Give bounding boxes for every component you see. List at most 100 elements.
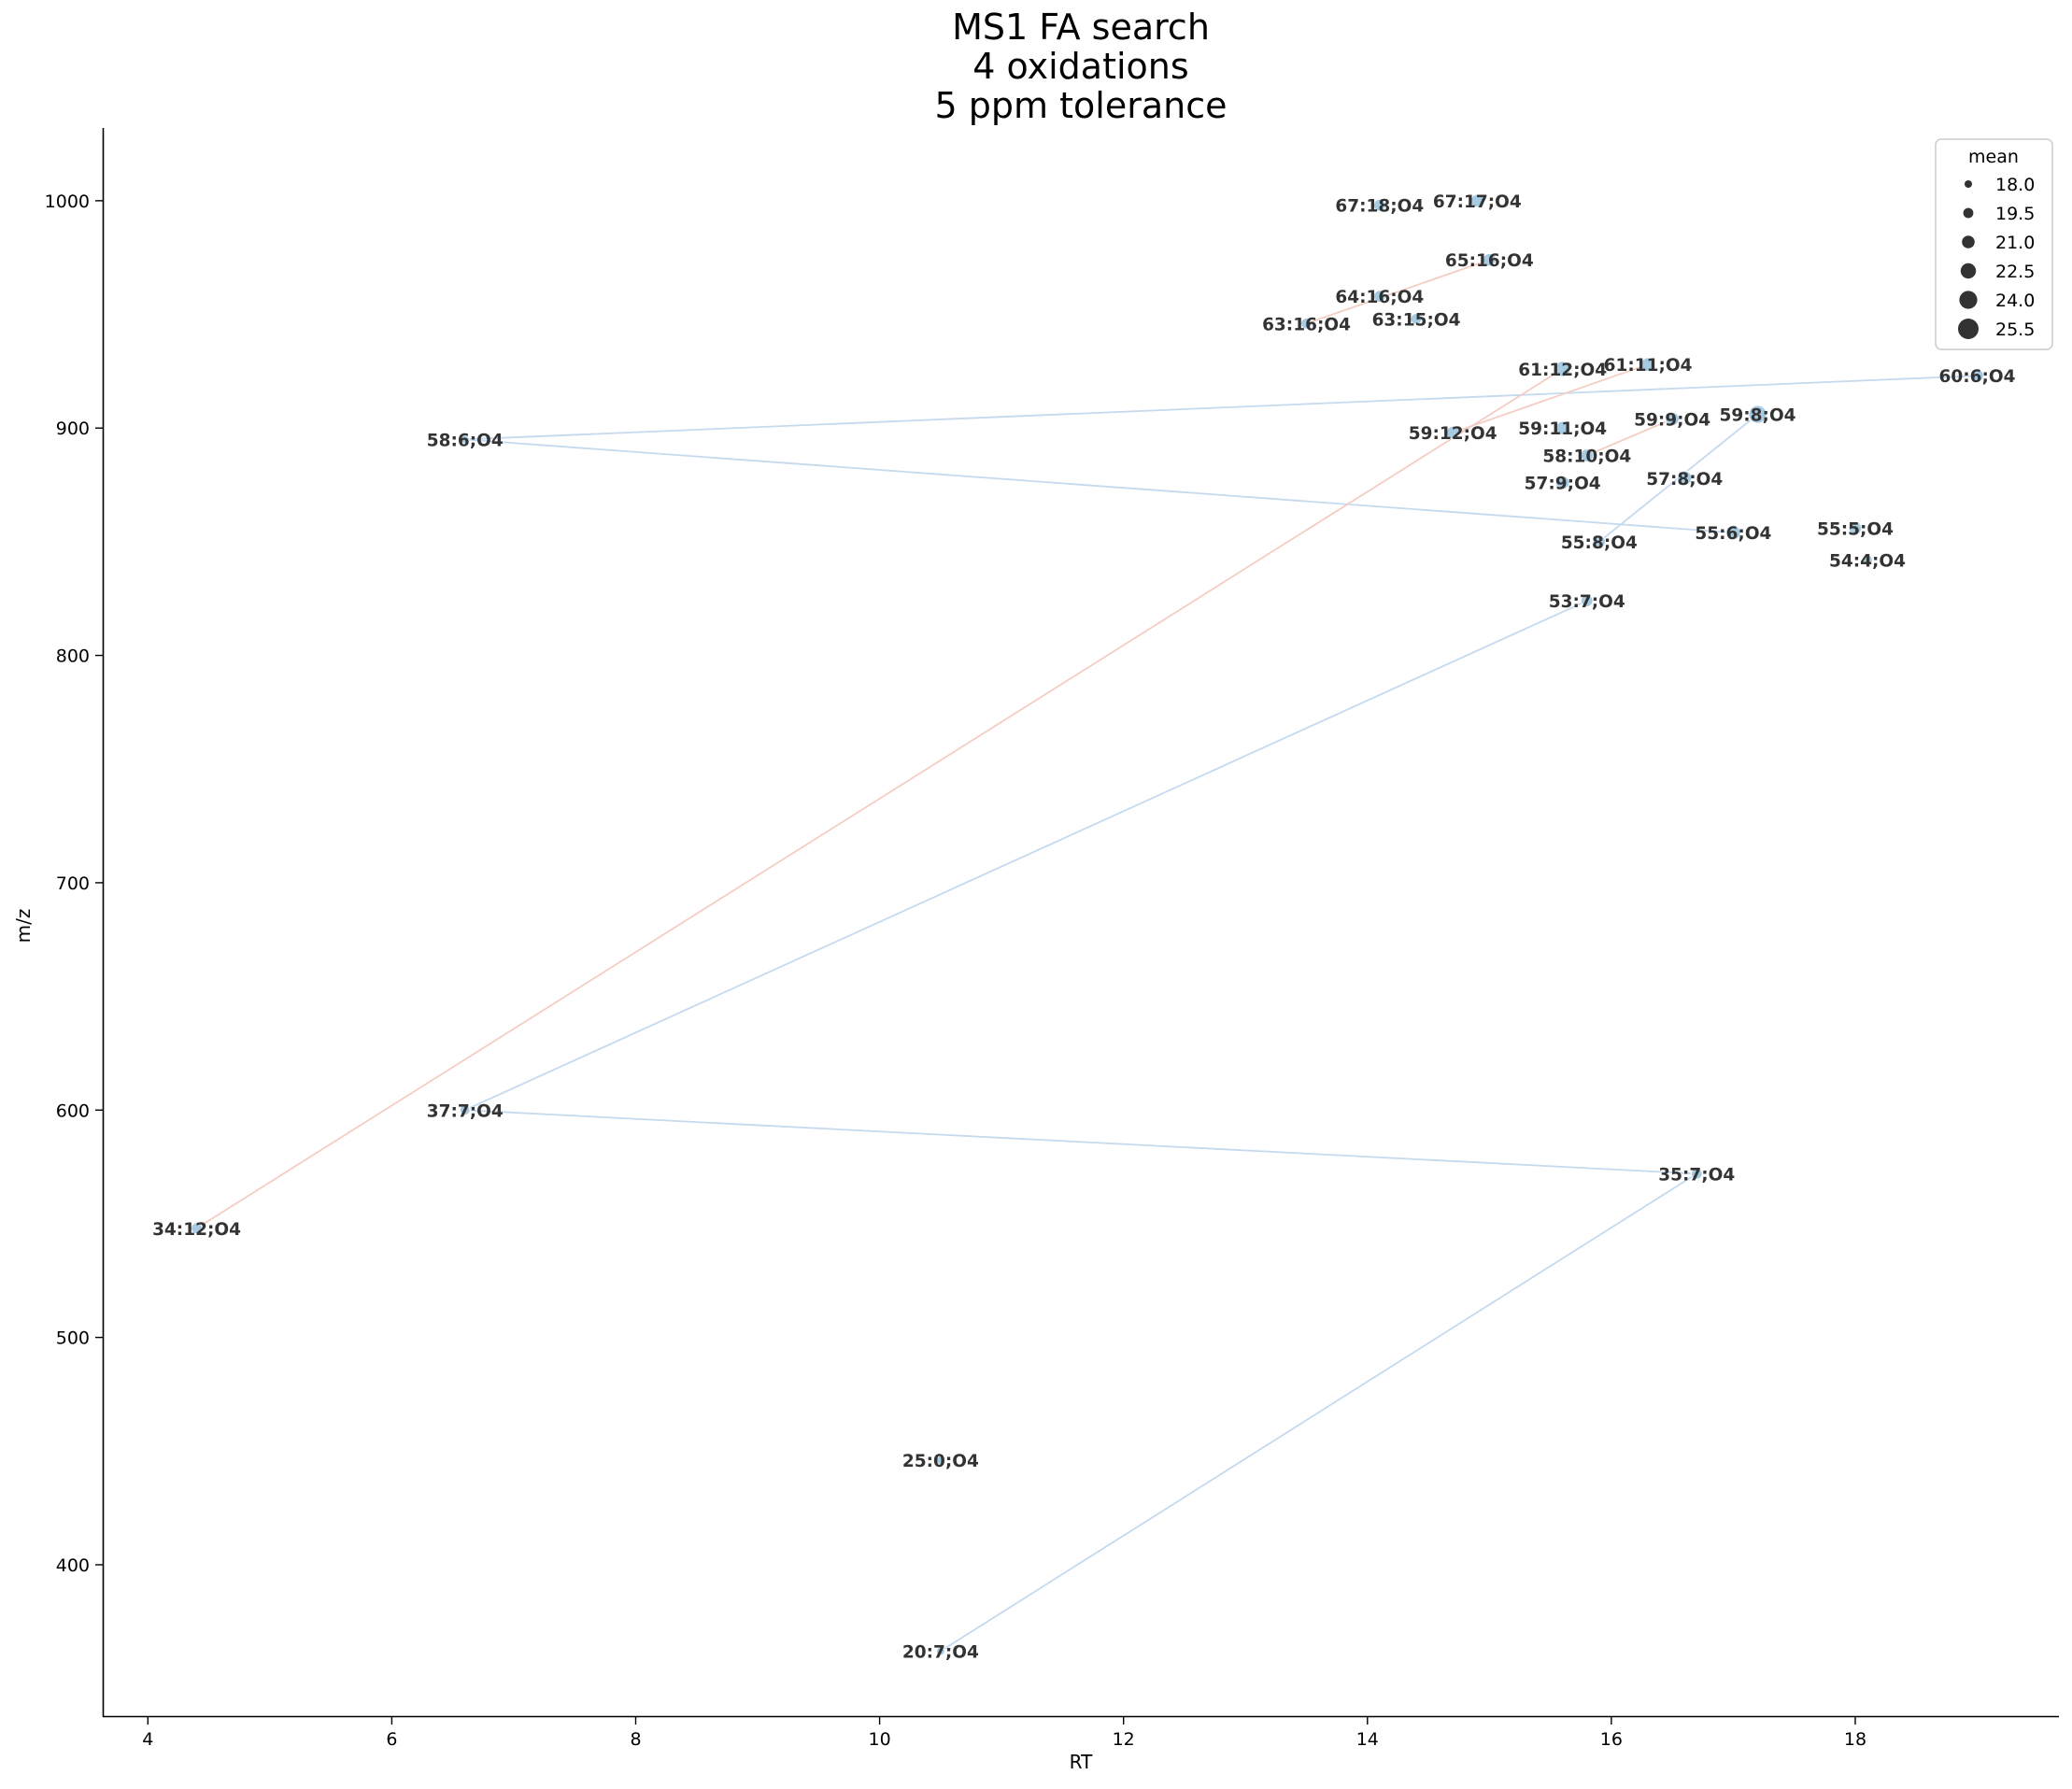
point-labels: 67:18;O4 67:17;O4 65:16;O4 64:16;O4 63:16;O4… xyxy=(152,192,2016,1663)
data-point xyxy=(460,434,470,445)
title-line-2: 4 oxidations xyxy=(972,46,1188,87)
point-label: 55:5;O4 xyxy=(1817,519,1894,539)
legend-entry-label: 25.5 xyxy=(1995,319,2035,340)
data-point xyxy=(1554,361,1571,377)
data-point xyxy=(459,1104,471,1116)
legend-entry-label: 24.0 xyxy=(1995,291,2035,311)
connection-line xyxy=(940,1172,1697,1653)
y-tick-label: 500 xyxy=(56,1328,90,1349)
legend-marker xyxy=(1958,319,1979,339)
data-point xyxy=(1554,475,1570,490)
data-point xyxy=(935,1455,945,1465)
y-tick-label: 700 xyxy=(56,873,90,894)
data-point xyxy=(1725,524,1741,541)
point-label: 67:17;O4 xyxy=(1433,192,1522,212)
legend-marker xyxy=(1962,235,1975,248)
y-axis-label: m/z xyxy=(12,909,35,944)
point-label: 61:11;O4 xyxy=(1604,356,1693,376)
connection-line xyxy=(464,1109,1697,1175)
data-point xyxy=(1373,290,1386,303)
point-label: 58:10;O4 xyxy=(1542,447,1631,466)
data-point xyxy=(1445,425,1460,440)
connection-lines xyxy=(196,259,1978,1653)
legend-entry-label: 21.0 xyxy=(1995,233,2035,253)
legend-entry-label: 22.5 xyxy=(1995,262,2035,282)
point-label: 59:12;O4 xyxy=(1409,424,1497,444)
connection-line xyxy=(196,368,1564,1229)
data-point xyxy=(191,1222,203,1235)
legend-marker xyxy=(1963,207,1974,219)
title-line-1: MS1 FA search xyxy=(952,7,1210,48)
legend-marker xyxy=(1960,263,1977,279)
data-points xyxy=(191,193,1984,1656)
connection-line xyxy=(464,600,1588,1112)
point-label: 20:7;O4 xyxy=(902,1642,979,1662)
legend-entry-label: 18.0 xyxy=(1995,175,2035,195)
data-point xyxy=(1690,1168,1703,1180)
data-point xyxy=(1640,357,1655,372)
point-label: 55:6;O4 xyxy=(1695,524,1771,544)
data-point xyxy=(1676,470,1693,486)
point-label: 34:12;O4 xyxy=(152,1220,241,1240)
data-point xyxy=(1469,193,1484,208)
data-point xyxy=(1580,594,1594,607)
point-label: 55:8;O4 xyxy=(1561,533,1638,553)
x-ticks: 4 6 8 10 12 14 16 18 xyxy=(142,1717,1866,1750)
legend-marker xyxy=(1959,291,1978,309)
y-tick-label: 400 xyxy=(56,1555,90,1576)
point-label: 57:8;O4 xyxy=(1646,470,1723,490)
data-point xyxy=(1554,420,1570,435)
chart-title: MS1 FA search 4 oxidations 5 ppm toleran… xyxy=(935,7,1228,126)
data-point xyxy=(1410,313,1423,325)
data-point xyxy=(1580,448,1595,462)
point-label: 61:12;O4 xyxy=(1518,361,1607,380)
data-point xyxy=(1665,411,1680,427)
point-label: 57:9;O4 xyxy=(1525,475,1601,494)
connection-line xyxy=(464,375,1978,441)
point-label: 60:6;O4 xyxy=(1939,367,2016,387)
data-point xyxy=(1483,252,1497,267)
x-tick-label: 12 xyxy=(1113,1729,1135,1750)
legend-entry-label: 19.5 xyxy=(1995,204,2035,224)
point-label: 67:18;O4 xyxy=(1335,197,1424,217)
y-tick-label: 800 xyxy=(56,646,90,667)
x-tick-label: 14 xyxy=(1356,1729,1379,1750)
x-tick-label: 16 xyxy=(1600,1729,1623,1750)
point-label: 59:8;O4 xyxy=(1720,406,1796,426)
data-point xyxy=(1848,520,1863,535)
point-label: 25:0;O4 xyxy=(902,1452,979,1471)
point-label: 63:15;O4 xyxy=(1372,310,1461,330)
point-label: 64:16;O4 xyxy=(1335,288,1424,307)
y-tick-label: 1000 xyxy=(45,192,90,212)
connection-line xyxy=(1586,418,1673,457)
x-tick-label: 6 xyxy=(386,1729,397,1750)
axes xyxy=(102,128,2059,1718)
legend-entries: 18.0 19.5 21.0 22.5 24.0 25.5 xyxy=(1958,175,2035,340)
data-point xyxy=(1373,198,1386,212)
x-axis-label: RT xyxy=(1070,1751,1093,1773)
title-line-3: 5 ppm tolerance xyxy=(935,85,1228,126)
legend: mean 18.0 19.5 21.0 22.5 24.0 25.5 xyxy=(1935,138,2053,350)
point-label: 58:6;O4 xyxy=(427,431,504,450)
legend-title: mean xyxy=(1968,147,2019,167)
point-label: 35:7;O4 xyxy=(1658,1165,1735,1185)
legend-marker xyxy=(1965,180,1972,188)
data-point xyxy=(1748,405,1767,424)
data-point xyxy=(1862,554,1873,566)
point-label: 37:7;O4 xyxy=(427,1101,504,1121)
y-tick-label: 600 xyxy=(56,1100,90,1121)
data-point xyxy=(1592,534,1607,549)
point-label: 53:7;O4 xyxy=(1549,592,1625,612)
point-label: 59:9;O4 xyxy=(1634,410,1710,430)
y-tick-label: 900 xyxy=(56,419,90,439)
data-point xyxy=(1970,368,1984,383)
x-tick-label: 4 xyxy=(142,1729,153,1750)
x-tick-label: 10 xyxy=(869,1729,891,1750)
point-label: 63:16;O4 xyxy=(1262,315,1351,334)
point-label: 54:4;O4 xyxy=(1829,551,1906,571)
connection-line xyxy=(1306,259,1490,325)
x-tick-label: 18 xyxy=(1844,1729,1866,1750)
connection-line xyxy=(1452,363,1649,433)
